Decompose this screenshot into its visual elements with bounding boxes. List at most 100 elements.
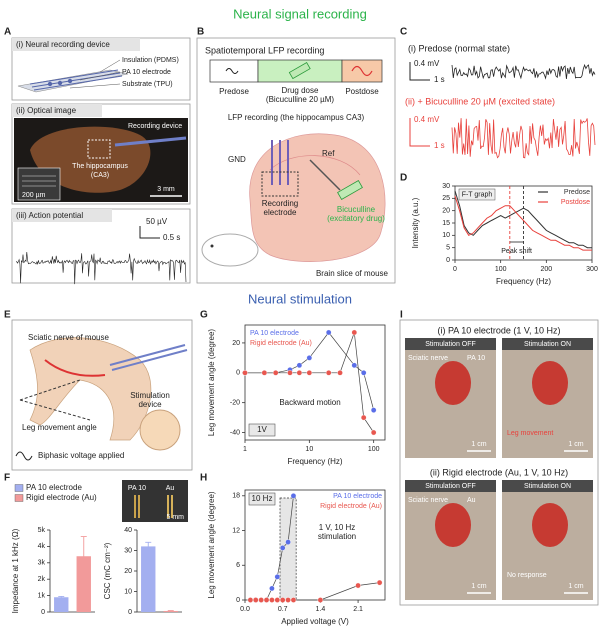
panel-letter: F <box>4 473 10 484</box>
mouse <box>201 233 259 267</box>
y-tick-label: 0 <box>41 609 45 616</box>
panel-letter: G <box>200 310 208 321</box>
point <box>279 597 286 603</box>
brain-line <box>269 155 361 176</box>
point <box>269 597 275 603</box>
nerve-drawing <box>44 359 106 377</box>
diagram-label: Stimulation <box>130 391 170 400</box>
bar <box>54 597 69 612</box>
legend-label: Rigid electrode (Au) <box>320 503 382 510</box>
legend-label: Rigid electrode (Au) <box>250 340 312 347</box>
heading: Neural stimulation <box>248 291 352 306</box>
annotation: 1 V, 10 Hz <box>319 523 356 532</box>
y-tick-label: 20 <box>442 208 450 215</box>
photo-label: The hippocampus <box>72 163 128 170</box>
point <box>263 597 270 603</box>
brain-slice <box>249 133 386 262</box>
panel-letter: A <box>4 27 11 38</box>
subpanel-subtitle: LFP recording (the hippocampus CA3) <box>228 113 365 122</box>
scale-label: 1 s <box>434 141 445 150</box>
trace-title: (i) Predose (normal state) <box>408 43 510 53</box>
y-tick-label: 12 <box>232 527 240 534</box>
subpanel-title: (iii) Action potential <box>16 211 83 220</box>
y-tick-label: 0 <box>446 257 450 264</box>
point <box>325 369 332 376</box>
legend-label: PA 10 electrode <box>250 330 299 337</box>
point <box>376 579 383 586</box>
probe <box>114 136 187 147</box>
point <box>290 492 297 499</box>
y-tick-label: 40 <box>124 527 132 534</box>
point <box>351 362 358 369</box>
point <box>269 585 275 592</box>
subpanel-title: (ii) Rigid electrode (Au, 1 V, 10 Hz) <box>430 467 568 477</box>
leg-drawing <box>29 337 152 441</box>
point <box>325 329 332 336</box>
wave-icon <box>225 68 239 74</box>
photo-header <box>405 338 496 350</box>
point <box>261 369 268 376</box>
point <box>296 362 303 369</box>
roi-box <box>261 171 299 197</box>
legend-label: Predose <box>564 189 590 196</box>
x-tick-label: 300 <box>586 266 598 273</box>
trace-line <box>451 63 596 80</box>
phase-label: Drug dose <box>282 86 319 95</box>
angle-line <box>19 379 81 401</box>
diagram-label: Bicuculline <box>337 205 376 214</box>
condition-label: 1V <box>257 425 267 434</box>
lfp-trace <box>451 118 596 159</box>
y-axis-label: CSC (mC cm⁻²) <box>103 542 112 599</box>
scale-label: 5 mm <box>167 514 185 521</box>
wave-icon <box>351 65 373 77</box>
condition-label: 10 Hz <box>252 494 273 503</box>
x-tick-label: 1.4 <box>316 606 326 613</box>
scale-label: 1 cm <box>568 583 583 590</box>
x-tick-label: 0.0 <box>240 606 250 613</box>
y-tick-label: 5 <box>446 245 450 252</box>
y-tick-label: 10 <box>124 588 132 595</box>
y-tick-label: 0 <box>128 609 132 616</box>
panel-letter: D <box>400 173 407 184</box>
electrode-drawing <box>271 140 289 185</box>
heading: Neural signal recording <box>233 6 367 21</box>
y-tick-label: 2k <box>38 576 46 583</box>
peak-label: Peak shift <box>501 248 532 255</box>
layer-label: Insulation (PDMS) <box>122 57 179 64</box>
y-tick-label: 6 <box>236 562 240 569</box>
point <box>337 369 343 376</box>
x-tick-label: 200 <box>540 266 552 273</box>
point <box>242 369 248 376</box>
photo-header-label: Stimulation ON <box>524 483 571 490</box>
phase-box <box>209 59 259 83</box>
point <box>279 545 286 551</box>
error-bar <box>80 536 87 577</box>
photo-header-label: Stimulation ON <box>524 341 571 348</box>
legend-label: PA 10 electrode <box>333 493 382 500</box>
panel-letter: C <box>400 27 407 38</box>
error-bar <box>58 595 65 599</box>
point <box>258 597 264 603</box>
device-drawing <box>17 59 129 93</box>
annotation: Backward motion <box>279 398 340 407</box>
series-line <box>454 195 592 251</box>
layer-label: Substrate (TPU) <box>122 81 173 88</box>
point <box>252 597 259 603</box>
panel-frame <box>196 37 396 284</box>
photo-label: Leg movement <box>507 430 553 437</box>
scale-label: 50 µV <box>146 217 168 226</box>
legend-label: Postdose <box>561 199 590 206</box>
y-tick-label: 18 <box>232 493 240 500</box>
diagram-label: Biphasic voltage applied <box>38 451 124 460</box>
photo-label: Sciatic nerve <box>408 355 448 362</box>
tissue <box>532 361 568 405</box>
y-tick-label: 0 <box>236 597 240 604</box>
inset-electrodes <box>22 175 56 187</box>
bar <box>141 546 156 612</box>
photo-group: Stimulation OFF 1 cm Sciatic nerve PA 10 Sti… <box>405 338 593 600</box>
photo-header <box>502 480 593 492</box>
photo-header-label: Stimulation OFF <box>425 483 476 490</box>
y-tick-label: 15 <box>442 220 450 227</box>
photo-header <box>502 338 593 350</box>
